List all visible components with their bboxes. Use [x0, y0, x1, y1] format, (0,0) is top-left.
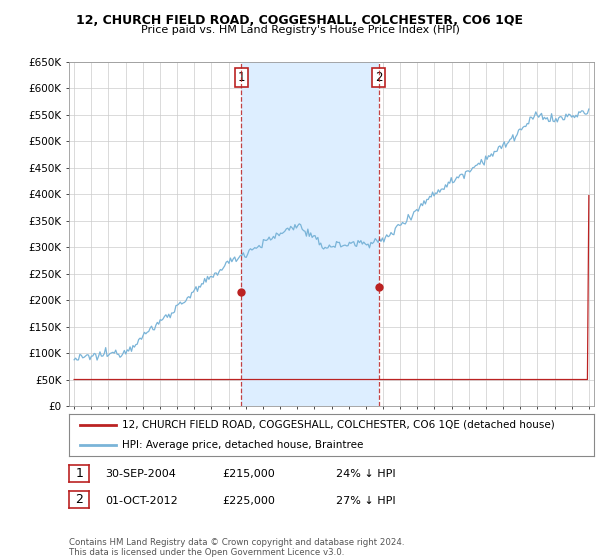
Text: HPI: Average price, detached house, Braintree: HPI: Average price, detached house, Brai…: [121, 440, 363, 450]
Text: 30-SEP-2004: 30-SEP-2004: [105, 469, 176, 479]
Text: 01-OCT-2012: 01-OCT-2012: [105, 496, 178, 506]
Text: Price paid vs. HM Land Registry's House Price Index (HPI): Price paid vs. HM Land Registry's House …: [140, 25, 460, 35]
Text: 12, CHURCH FIELD ROAD, COGGESHALL, COLCHESTER, CO6 1QE: 12, CHURCH FIELD ROAD, COGGESHALL, COLCH…: [77, 14, 523, 27]
Text: £225,000: £225,000: [222, 496, 275, 506]
Bar: [241, 62, 379, 406]
Text: 12, CHURCH FIELD ROAD, COGGESHALL, COLCHESTER, CO6 1QE (detached house): 12, CHURCH FIELD ROAD, COGGESHALL, COLCH…: [121, 420, 554, 430]
Text: Contains HM Land Registry data © Crown copyright and database right 2024.
This d: Contains HM Land Registry data © Crown c…: [69, 538, 404, 557]
Text: 1: 1: [75, 466, 83, 480]
Text: 1: 1: [238, 71, 245, 84]
Text: 27% ↓ HPI: 27% ↓ HPI: [336, 496, 395, 506]
Text: 2: 2: [75, 493, 83, 506]
Text: £215,000: £215,000: [222, 469, 275, 479]
Text: 24% ↓ HPI: 24% ↓ HPI: [336, 469, 395, 479]
Text: 2: 2: [375, 71, 382, 84]
